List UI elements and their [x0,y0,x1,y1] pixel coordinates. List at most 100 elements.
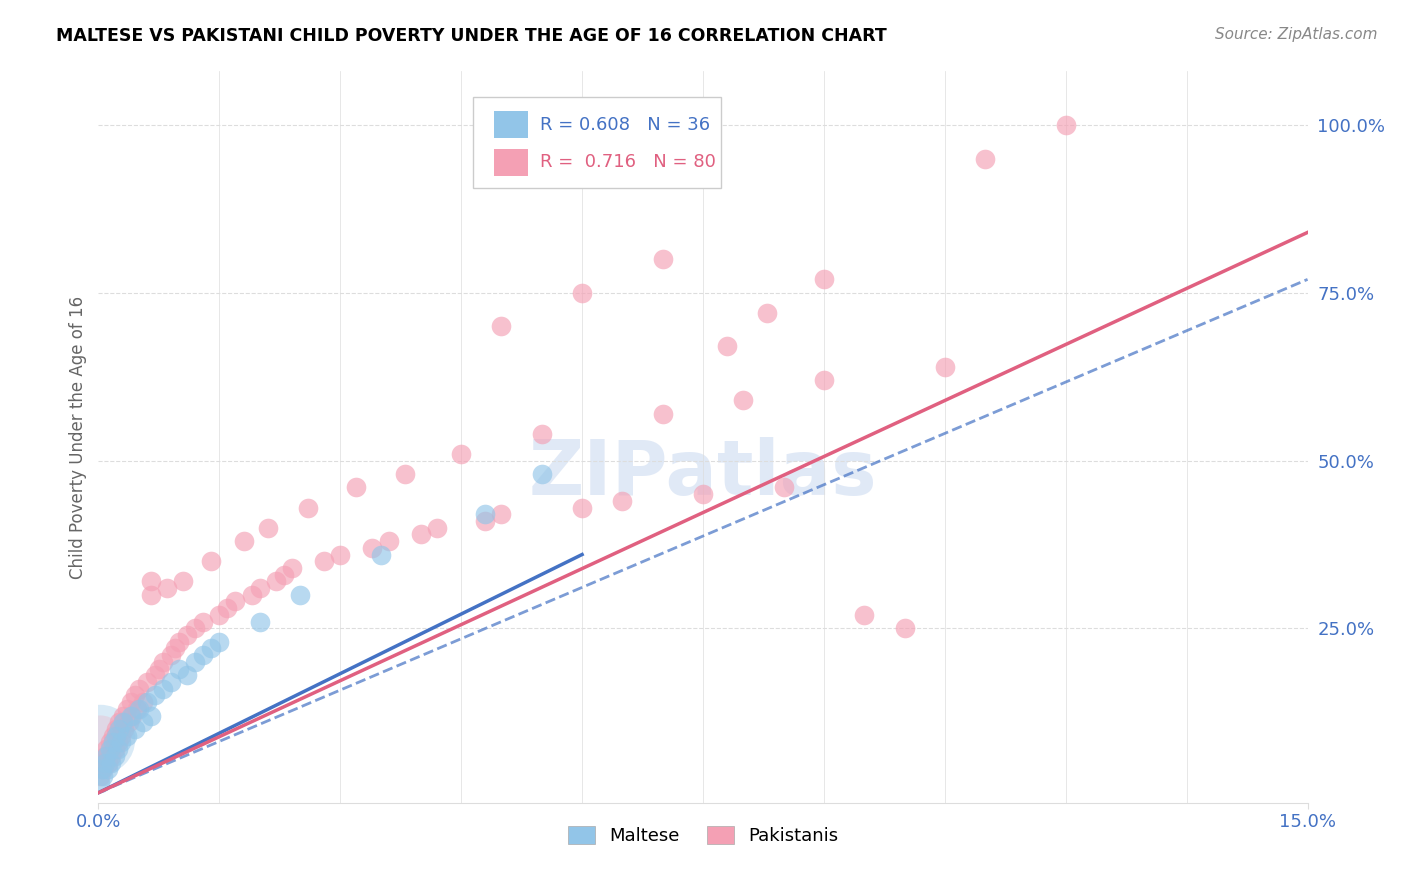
Point [120,708,142,723]
Point [716,339,738,353]
Legend: Maltese, Pakistanis: Maltese, Pakistanis [561,819,845,852]
Point [148,662,170,676]
Point [297,500,319,515]
Point [120,695,142,709]
Point [176,668,198,682]
Point [813,272,835,286]
FancyBboxPatch shape [494,111,527,138]
Point [934,359,956,374]
Point [118,715,141,730]
Point [256,521,278,535]
Point [135,695,157,709]
Point [184,655,207,669]
Point [97,762,120,776]
Point [426,521,449,535]
Point [110,729,132,743]
Point [853,607,876,622]
Point [208,607,231,622]
Point [89,732,111,747]
Text: Source: ZipAtlas.com: Source: ZipAtlas.com [1215,27,1378,42]
Point [139,574,162,589]
Point [127,702,149,716]
Point [474,508,496,522]
Point [91,762,114,776]
Point [124,689,146,703]
Point [103,742,125,756]
Point [530,426,553,441]
Point [103,748,125,763]
Point [273,567,295,582]
Point [143,689,166,703]
Point [208,634,231,648]
Point [249,615,271,629]
Point [172,574,194,589]
Point [288,588,311,602]
Point [530,467,553,481]
Point [135,675,157,690]
Point [96,748,118,763]
Point [101,729,124,743]
Point [107,735,129,749]
Point [571,285,593,300]
Text: ZIPatlas: ZIPatlas [529,437,877,510]
Point [107,742,129,756]
Point [217,601,239,615]
Point [91,769,114,783]
Point [132,695,155,709]
Point [450,447,472,461]
Point [110,735,132,749]
Point [97,756,120,770]
Point [1054,118,1077,132]
Point [100,748,122,763]
Point [112,722,135,736]
Point [124,722,146,736]
Point [893,621,915,635]
Point [101,735,124,749]
Point [377,534,399,549]
Text: R =  0.716   N = 80: R = 0.716 N = 80 [540,153,716,171]
Point [94,748,117,763]
Point [232,534,254,549]
Point [108,715,131,730]
FancyBboxPatch shape [474,97,721,188]
Point [200,641,222,656]
Point [160,675,183,690]
Point [89,732,111,747]
Point [90,756,112,770]
Point [143,668,166,682]
Point [651,252,673,267]
Point [370,548,392,562]
Point [121,708,143,723]
Point [240,588,263,602]
Point [132,715,155,730]
Point [100,756,122,770]
FancyBboxPatch shape [494,149,527,177]
Point [756,306,779,320]
Point [249,581,271,595]
Point [651,407,673,421]
Point [96,742,118,756]
Point [152,681,174,696]
Point [281,561,304,575]
Point [152,655,174,669]
Point [361,541,384,555]
Point [491,508,513,522]
Point [813,373,835,387]
Point [90,762,112,776]
Point [94,756,117,770]
Point [105,722,128,736]
Point [160,648,183,662]
Point [115,729,138,743]
Point [974,152,997,166]
Point [128,681,150,696]
Point [184,621,207,635]
Point [474,514,496,528]
Point [344,480,367,494]
Point [98,742,121,756]
Point [139,708,162,723]
Point [612,493,634,508]
Point [329,548,352,562]
Point [193,615,215,629]
Point [193,648,215,662]
Point [224,594,246,608]
